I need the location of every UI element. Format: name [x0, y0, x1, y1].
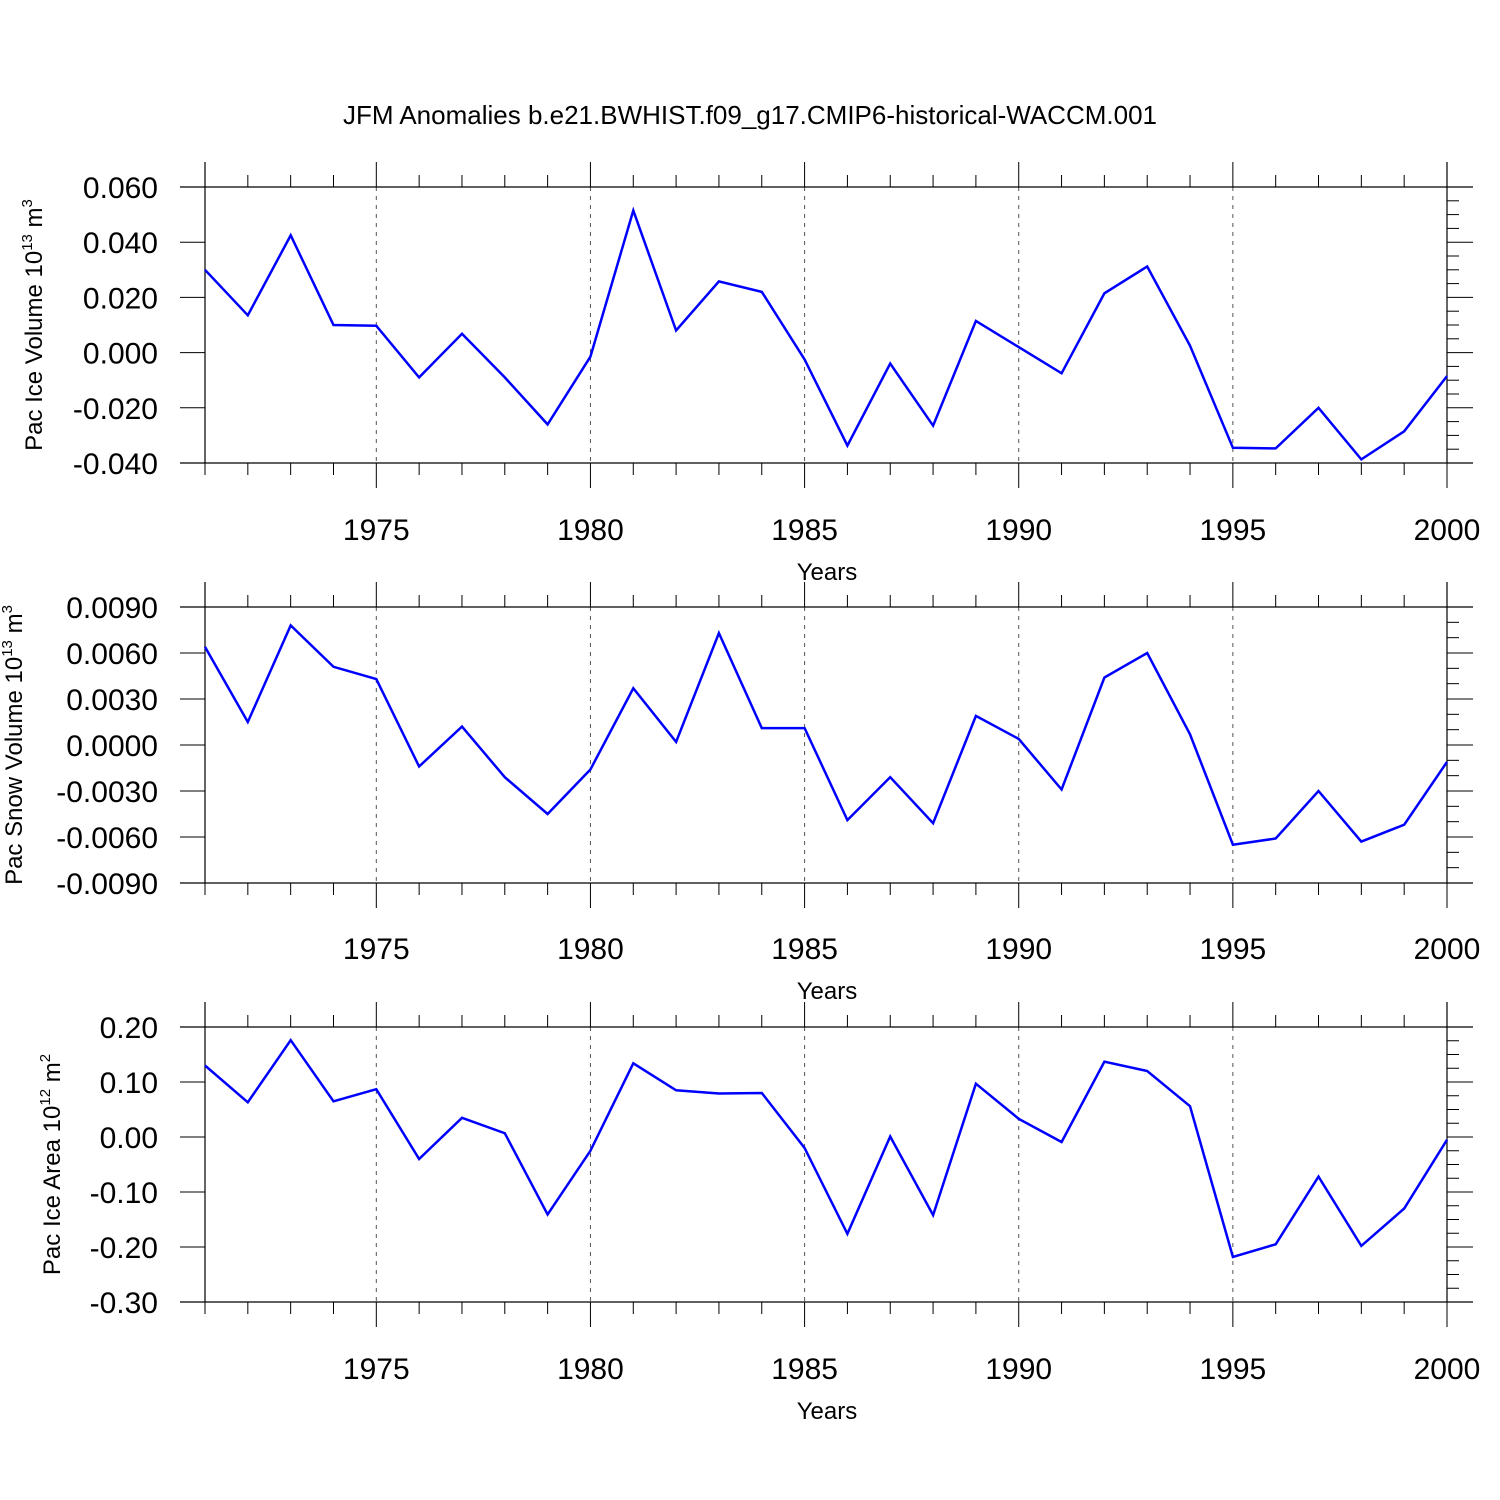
- panel-2-y-tick-label: 0.0060: [66, 638, 158, 671]
- panel-3-x-axis-title: Years: [797, 1398, 858, 1425]
- panel-3-y-tick-label: 0.10: [100, 1067, 158, 1100]
- panel-2-x-axis-title: Years: [797, 978, 858, 1005]
- panel-2-x-tick-label: 1980: [557, 933, 624, 966]
- panel-1-y-tick-label: 0.060: [83, 172, 158, 205]
- panel-1-y-tick-label: -0.020: [73, 393, 158, 426]
- panel-1: -0.040 -0.020 0.000 0.020 0.040 0.060 1975 1980…: [19, 162, 1480, 586]
- panel-1-x-tick-label: 1980: [557, 514, 624, 547]
- panel-2-y-tick-label: 0.0000: [66, 730, 158, 763]
- panel-3-y-tick-label: 0.20: [100, 1012, 158, 1045]
- panel-1-series-line: [204, 206, 1448, 462]
- panel-2-y-tick-label: -0.0090: [56, 868, 158, 901]
- panel-1-x-tick-label: 2000: [1414, 514, 1481, 547]
- panel-3-x-tick-label: 1975: [343, 1353, 410, 1386]
- panel-1-x-tick-label: 1985: [771, 514, 838, 547]
- panel-1-x-tick-label: 1995: [1199, 514, 1266, 547]
- panel-3-x-tick-label: 1985: [771, 1353, 838, 1386]
- panel-2-y-tick-label: 0.0090: [66, 592, 158, 625]
- panel-2-y-axis-title-part: 3: [0, 605, 16, 613]
- panel-1-y-axis-title-part: 3: [19, 199, 36, 207]
- panel-3-y-axis-title-part: Pac Ice Area 10: [39, 1106, 66, 1275]
- panel-3-x-tick-label: 1995: [1199, 1353, 1266, 1386]
- panel-2-series-line: [203, 623, 1449, 847]
- panel-3-y-axis-title-part: 2: [37, 1054, 54, 1062]
- chart-title: JFM Anomalies b.e21.BWHIST.f09_g17.CMIP6…: [343, 100, 1157, 130]
- panel-3: -0.30 -0.20 -0.10 0.00 0.10 0.20 1975 1980 1985 1…: [37, 1002, 1480, 1425]
- panel-2-y-axis-title-part: Pac Snow Volume 10: [1, 657, 28, 885]
- panel-1-x-axis-title: Years: [797, 559, 858, 586]
- panel-1-y-axis-title: Pac Ice Volume 1013 m3: [19, 199, 48, 451]
- panel-3-x-tick-label: 1980: [557, 1353, 624, 1386]
- panel-2-x-tick-label: 1990: [985, 933, 1052, 966]
- panel-1-y-tick-label: 0.000: [83, 338, 158, 371]
- panel-3-y-axis-title: Pac Ice Area 1012 m2: [37, 1054, 66, 1275]
- panel-2-x-tick-label: 1975: [343, 933, 410, 966]
- panel-3-y-tick-label: -0.30: [90, 1287, 158, 1320]
- panel-2-x-tick-label: 2000: [1414, 933, 1481, 966]
- panel-1-y-tick-label: -0.040: [73, 448, 158, 481]
- panel-3-y-tick-label: -0.10: [90, 1177, 158, 1210]
- panel-1-y-tick-label: 0.040: [83, 227, 158, 260]
- panel-3-x-tick-label: 2000: [1414, 1353, 1481, 1386]
- panel-1-x-tick-label: 1975: [343, 514, 410, 547]
- panel-2-y-axis-title-part: m: [1, 613, 28, 640]
- panel-2-x-tick-label: 1995: [1199, 933, 1266, 966]
- panel-1-x-tick-label: 1990: [985, 514, 1052, 547]
- chart-panels: -0.040 -0.020 0.000 0.020 0.040 0.060 1975 1980…: [0, 162, 1480, 1425]
- panel-3-series-line: [204, 1038, 1449, 1259]
- panel-3-y-axis-title-part: 12: [37, 1089, 54, 1106]
- panel-1-y-tick-label: 0.020: [83, 282, 158, 315]
- panel-2-y-axis-title: Pac Snow Volume 1013 m3: [0, 605, 28, 885]
- panel-3-y-axis-title-part: m: [39, 1062, 66, 1089]
- panel-2-y-axis-title-part: 13: [0, 640, 16, 657]
- panel-2: -0.0090 -0.0060 -0.0030 0.0000 0.0030 0.0060 0…: [0, 582, 1480, 1005]
- panel-2-y-tick-label: -0.0060: [56, 822, 158, 855]
- panel-3-y-tick-label: 0.00: [100, 1122, 158, 1155]
- panel-2-y-tick-label: 0.0030: [66, 684, 158, 717]
- panel-1-y-axis-title-part: m: [21, 207, 48, 234]
- panel-2-y-tick-label: -0.0030: [56, 776, 158, 809]
- panel-1-y-axis-title-part: Pac Ice Volume 10: [21, 251, 48, 451]
- panel-2-x-tick-label: 1985: [771, 933, 838, 966]
- panel-1-y-axis-title-part: 13: [19, 234, 36, 251]
- panel-3-y-tick-label: -0.20: [90, 1232, 158, 1265]
- panel-3-x-tick-label: 1990: [985, 1353, 1052, 1386]
